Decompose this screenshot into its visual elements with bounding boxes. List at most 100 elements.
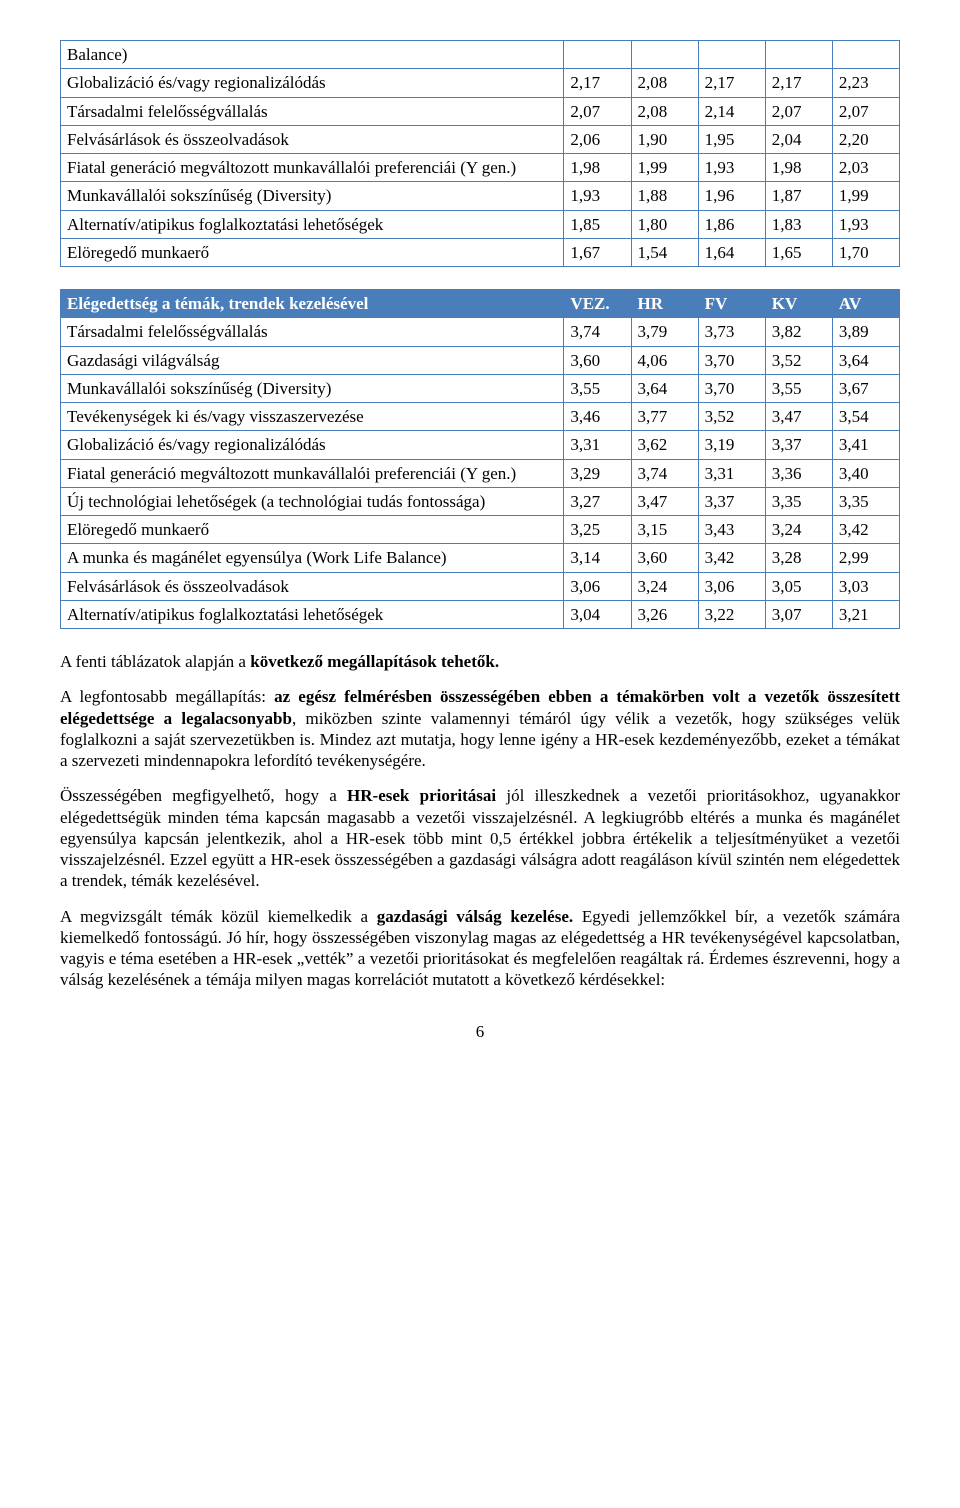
row-value: 3,73 — [698, 318, 765, 346]
row-label: Elöregedő munkaerő — [61, 238, 564, 266]
row-value: 3,35 — [765, 487, 832, 515]
table-row: Új technológiai lehetőségek (a technológ… — [61, 487, 900, 515]
t2-h5: AV — [832, 290, 899, 318]
table-row: Globalizáció és/vagy regionalizálódás2,1… — [61, 69, 900, 97]
row-value: 3,42 — [698, 544, 765, 572]
row-value: 2,07 — [765, 97, 832, 125]
row-value: 2,23 — [832, 69, 899, 97]
row-value: 1,65 — [765, 238, 832, 266]
row-value: 1,93 — [832, 210, 899, 238]
row-value: 3,54 — [832, 403, 899, 431]
row-value: 3,21 — [832, 600, 899, 628]
row-value: 1,90 — [631, 125, 698, 153]
table-row: Tevékenységek ki és/vagy visszaszervezés… — [61, 403, 900, 431]
row-label: Balance) — [61, 41, 564, 69]
paragraph-2: A legfontosabb megállapítás: az egész fe… — [60, 686, 900, 771]
row-label: Tevékenységek ki és/vagy visszaszervezés… — [61, 403, 564, 431]
row-value — [765, 41, 832, 69]
table-row: Elöregedő munkaerő3,253,153,433,243,42 — [61, 516, 900, 544]
table-row: Társadalmi felelősségvállalás3,743,793,7… — [61, 318, 900, 346]
table-row: Alternatív/atipikus foglalkoztatási lehe… — [61, 210, 900, 238]
row-value — [631, 41, 698, 69]
table-row: Munkavállalói sokszínűség (Diversity)1,9… — [61, 182, 900, 210]
row-value: 4,06 — [631, 346, 698, 374]
row-value: 3,28 — [765, 544, 832, 572]
row-value: 2,99 — [832, 544, 899, 572]
row-value: 1,70 — [832, 238, 899, 266]
table-2: Elégedettség a témák, trendek kezeléséve… — [60, 289, 900, 629]
row-value: 3,27 — [564, 487, 631, 515]
page-number: 6 — [60, 1021, 900, 1042]
row-value: 1,87 — [765, 182, 832, 210]
table-1: Balance)Globalizáció és/vagy regionalizá… — [60, 40, 900, 267]
row-value: 3,19 — [698, 431, 765, 459]
row-value: 3,70 — [698, 374, 765, 402]
row-value: 1,95 — [698, 125, 765, 153]
row-value: 3,82 — [765, 318, 832, 346]
row-value: 1,67 — [564, 238, 631, 266]
row-value: 1,99 — [832, 182, 899, 210]
table-row: A munka és magánélet egyensúlya (Work Li… — [61, 544, 900, 572]
row-value: 3,04 — [564, 600, 631, 628]
row-value: 2,03 — [832, 154, 899, 182]
p1-text-a: A fenti táblázatok alapján a — [60, 652, 250, 671]
row-value: 1,64 — [698, 238, 765, 266]
row-value: 3,37 — [698, 487, 765, 515]
row-label: Társadalmi felelősségvállalás — [61, 97, 564, 125]
row-value: 2,17 — [564, 69, 631, 97]
row-value: 3,52 — [765, 346, 832, 374]
row-value — [698, 41, 765, 69]
row-label: Társadalmi felelősségvállalás — [61, 318, 564, 346]
row-value: 2,04 — [765, 125, 832, 153]
row-label: Alternatív/atipikus foglalkoztatási lehe… — [61, 210, 564, 238]
row-value: 3,74 — [631, 459, 698, 487]
t2-h3: FV — [698, 290, 765, 318]
row-value — [832, 41, 899, 69]
row-value: 3,35 — [832, 487, 899, 515]
row-value: 3,62 — [631, 431, 698, 459]
table-row: Alternatív/atipikus foglalkoztatási lehe… — [61, 600, 900, 628]
row-value: 2,08 — [631, 97, 698, 125]
row-value: 2,14 — [698, 97, 765, 125]
row-value: 3,47 — [631, 487, 698, 515]
p3-text-b: HR-esek prioritásai — [347, 786, 496, 805]
row-value: 1,85 — [564, 210, 631, 238]
row-label: A munka és magánélet egyensúlya (Work Li… — [61, 544, 564, 572]
row-value: 3,31 — [564, 431, 631, 459]
row-label: Felvásárlások és összeolvadások — [61, 125, 564, 153]
row-value: 3,89 — [832, 318, 899, 346]
row-value: 1,98 — [765, 154, 832, 182]
row-value: 3,15 — [631, 516, 698, 544]
row-value: 3,55 — [564, 374, 631, 402]
row-value: 1,96 — [698, 182, 765, 210]
row-value: 3,46 — [564, 403, 631, 431]
p4-text-a: A megvizsgált témák közül kiemelkedik a — [60, 907, 377, 926]
row-label: Gazdasági világválság — [61, 346, 564, 374]
row-value: 2,08 — [631, 69, 698, 97]
paragraph-4: A megvizsgált témák közül kiemelkedik a … — [60, 906, 900, 991]
row-value: 3,67 — [832, 374, 899, 402]
t2-h1: VEZ. — [564, 290, 631, 318]
row-label: Munkavállalói sokszínűség (Diversity) — [61, 374, 564, 402]
row-label: Felvásárlások és összeolvadások — [61, 572, 564, 600]
row-value: 3,52 — [698, 403, 765, 431]
table-row: Társadalmi felelősségvállalás2,072,082,1… — [61, 97, 900, 125]
row-value: 1,93 — [698, 154, 765, 182]
row-value: 2,06 — [564, 125, 631, 153]
row-value: 2,07 — [564, 97, 631, 125]
p3-text-a: Összességében megfigyelhető, hogy a — [60, 786, 347, 805]
table-row: Fiatal generáció megváltozott munkaválla… — [61, 459, 900, 487]
table-row: Felvásárlások és összeolvadások2,061,901… — [61, 125, 900, 153]
t2-h4: KV — [765, 290, 832, 318]
row-value: 2,20 — [832, 125, 899, 153]
t2-h2: HR — [631, 290, 698, 318]
row-value: 3,79 — [631, 318, 698, 346]
t2-h0: Elégedettség a témák, trendek kezeléséve… — [61, 290, 564, 318]
row-value: 3,07 — [765, 600, 832, 628]
row-value: 2,17 — [765, 69, 832, 97]
row-value: 3,05 — [765, 572, 832, 600]
row-value: 3,36 — [765, 459, 832, 487]
row-value: 3,26 — [631, 600, 698, 628]
row-value: 2,17 — [698, 69, 765, 97]
row-label: Új technológiai lehetőségek (a technológ… — [61, 487, 564, 515]
